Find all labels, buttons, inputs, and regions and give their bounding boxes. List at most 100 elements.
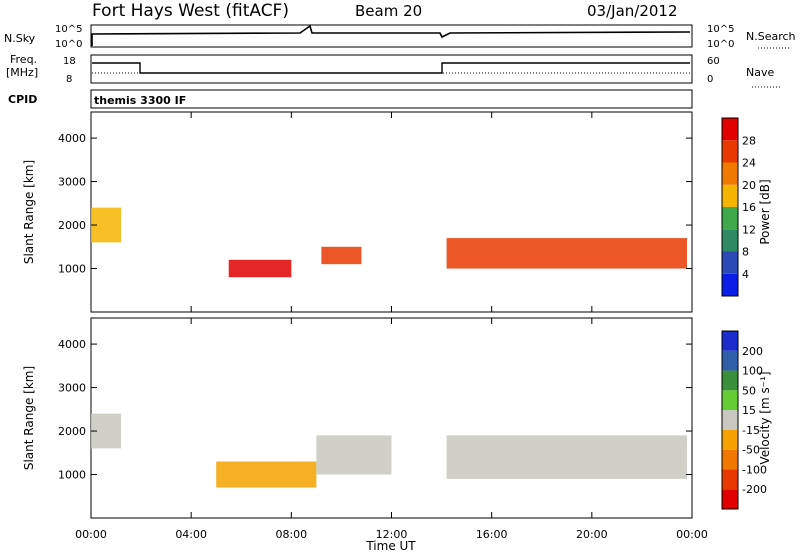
power-ytick-label-0: 1000 bbox=[58, 263, 86, 276]
cpid-value: themis 3300 IF bbox=[94, 94, 186, 107]
time-tick-label-3: 12:00 bbox=[376, 528, 408, 541]
cpid-frame bbox=[90, 89, 693, 109]
velocity-colorbar-swatch-1 bbox=[722, 469, 738, 490]
power-colorbar-swatch-1 bbox=[722, 251, 738, 274]
velocity-colorbar-swatch-8 bbox=[722, 331, 738, 351]
time-tick-label-6: 00:00 bbox=[676, 528, 708, 541]
power-colorbar-tick-0: 4 bbox=[742, 268, 749, 281]
freq-label-bottom: [MHz] bbox=[6, 66, 38, 79]
freq-trace bbox=[92, 62, 690, 74]
velocity-colorbar-swatch-0 bbox=[722, 489, 738, 509]
velocity-colorbar-swatch-5 bbox=[722, 390, 738, 411]
freq-tick-bottom: 8 bbox=[66, 74, 72, 85]
velocity-colorbar-tick-6: 100 bbox=[742, 365, 763, 378]
velocity-colorbar-tick-5: 50 bbox=[742, 384, 756, 397]
power-colorbar-swatch-0 bbox=[722, 273, 738, 296]
velocity-colorbar-swatch-7 bbox=[722, 350, 738, 371]
velocity-ytick-label-2: 3000 bbox=[58, 382, 86, 395]
power-ytick-label-3: 4000 bbox=[58, 132, 86, 145]
velocity-ytick-label-1: 2000 bbox=[58, 425, 86, 438]
velocity-band-1 bbox=[216, 461, 317, 488]
date-title: 03/Jan/2012 bbox=[587, 2, 678, 20]
power-colorbar-tick-4: 20 bbox=[742, 179, 756, 192]
nsky-frame bbox=[90, 24, 693, 48]
power-colorbar-tick-2: 12 bbox=[742, 223, 756, 236]
power-colorbar-swatch-6 bbox=[722, 140, 738, 163]
nsky-tick-top: 10^5 bbox=[55, 24, 82, 35]
velocity-ylabel: Slant Range [km] bbox=[22, 366, 36, 470]
power-ytick-label-1: 2000 bbox=[58, 219, 86, 232]
freq-tick-top: 18 bbox=[63, 56, 76, 67]
power-ytick-label-2: 3000 bbox=[58, 176, 86, 189]
time-tick-label-0: 00:00 bbox=[75, 528, 107, 541]
power-colorbar-swatch-2 bbox=[722, 229, 738, 252]
power-ylabel: Slant Range [km] bbox=[22, 160, 36, 264]
nave-label: Nave bbox=[746, 66, 774, 79]
power-band-3 bbox=[446, 238, 687, 269]
time-tick-label-2: 08:00 bbox=[275, 528, 307, 541]
power-colorbar-frame bbox=[721, 117, 739, 297]
power-colorbar-tick-6: 28 bbox=[742, 134, 756, 147]
time-axis-labels: 00:00 04:00 08:00 12:00 16:00 20:00 00:00 bbox=[75, 528, 708, 541]
freq-frame bbox=[90, 54, 693, 84]
power-panel: 1000 2000 3000 4000 Slant Range [km] bbox=[22, 111, 693, 313]
nsearch-tick-bottom: 10^0 bbox=[707, 39, 734, 50]
nave-tick-bottom: 0 bbox=[707, 74, 713, 85]
velocity-ytick-label-0: 1000 bbox=[58, 469, 86, 482]
velocity-colorbar: -200 -100 -50 -15 15 50 100 200 bbox=[721, 330, 767, 510]
velocity-band-3 bbox=[446, 435, 687, 479]
time-axis-title: Time UT bbox=[365, 539, 416, 553]
power-colorbar-swatch-7 bbox=[722, 118, 738, 141]
nsearch-tick-top: 10^5 bbox=[707, 24, 734, 35]
time-tick-label-1: 04:00 bbox=[175, 528, 207, 541]
nsky-label: N.Sky bbox=[4, 32, 36, 45]
cpid-row: CPID themis 3300 IF bbox=[8, 89, 693, 109]
power-marks bbox=[91, 207, 687, 278]
velocity-marks bbox=[91, 413, 687, 488]
velocity-ytick-label-3: 4000 bbox=[58, 338, 86, 351]
velocity-colorbar-frame bbox=[721, 330, 739, 510]
cpid-label: CPID bbox=[8, 93, 37, 106]
station-title: Fort Hays West (fitACF) bbox=[92, 1, 289, 21]
velocity-colorbar-tick-0: -200 bbox=[742, 483, 767, 496]
time-tick-label-4: 16:00 bbox=[476, 528, 508, 541]
power-colorbar-swatch-3 bbox=[722, 207, 738, 230]
power-colorbar-tick-1: 8 bbox=[742, 246, 749, 259]
freq-panel: Freq. [MHz] 18 8 60 0 Nave bbox=[6, 53, 782, 88]
power-x-ticks bbox=[90, 112, 693, 312]
power-colorbar-swatch-4 bbox=[722, 184, 738, 207]
velocity-colorbar-swatch-3 bbox=[722, 429, 738, 450]
power-frame bbox=[90, 111, 693, 313]
velocity-x-ticks bbox=[90, 318, 693, 518]
nsky-trace bbox=[91, 24, 691, 46]
velocity-panel: 1000 2000 3000 4000 Slant Range [km] bbox=[22, 317, 693, 519]
nsearch-label: N.Search bbox=[746, 30, 796, 43]
velocity-colorbar-swatch-4 bbox=[722, 410, 738, 430]
nave-tick-top: 60 bbox=[707, 56, 720, 67]
velocity-frame bbox=[90, 317, 693, 519]
velocity-colorbar-swatch-2 bbox=[722, 449, 738, 470]
time-tick-label-5: 20:00 bbox=[576, 528, 608, 541]
velocity-colorbar-tick-4: 15 bbox=[742, 404, 756, 417]
nsky-tick-bottom: 10^0 bbox=[55, 39, 82, 50]
velocity-colorbar-tick-3: -15 bbox=[742, 424, 760, 437]
power-colorbar: 4 8 12 16 20 24 28 bbox=[721, 117, 756, 297]
power-band-1 bbox=[228, 259, 292, 278]
power-band-2 bbox=[321, 246, 362, 265]
power-y-ticks: 1000 2000 3000 4000 bbox=[58, 132, 692, 276]
nsky-panel: N.Sky 10^5 10^0 10^5 10^0 N.Search bbox=[4, 24, 796, 50]
velocity-colorbar-swatch-6 bbox=[722, 370, 738, 391]
velocity-y-ticks: 1000 2000 3000 4000 bbox=[58, 338, 692, 482]
velocity-colorbar-tick-7: 200 bbox=[742, 345, 763, 358]
power-colorbar-swatch-5 bbox=[722, 162, 738, 185]
power-colorbar-tick-3: 16 bbox=[742, 201, 756, 214]
velocity-colorbar-tick-1: -100 bbox=[742, 463, 767, 476]
velocity-colorbar-label: Velocity [m s⁻¹] bbox=[758, 371, 772, 464]
power-colorbar-tick-5: 24 bbox=[742, 157, 756, 170]
beam-title: Beam 20 bbox=[355, 2, 422, 20]
power-colorbar-label: Power [dB] bbox=[758, 179, 772, 244]
velocity-colorbar-tick-2: -50 bbox=[742, 444, 760, 457]
freq-label-top: Freq. bbox=[10, 53, 37, 66]
velocity-band-2 bbox=[316, 435, 392, 475]
